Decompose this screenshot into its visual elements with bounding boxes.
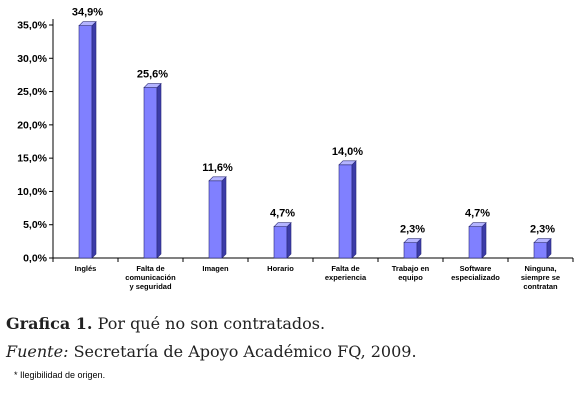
bar-front xyxy=(78,25,93,259)
y-tick-label: 20,0% xyxy=(17,119,47,131)
x-category-label: Horario xyxy=(267,264,294,273)
bar-top xyxy=(338,160,357,166)
bar-top xyxy=(208,176,227,182)
bar-side xyxy=(286,221,292,259)
x-category-label: Ninguna, siempre se contratan xyxy=(521,264,560,291)
bar-chart: 0,0% 5,0% 10,0% 15,0% 20,0% 25,0% 30,0% 35,0% 3… xyxy=(17,7,574,291)
x-category-line: Horario xyxy=(267,264,294,273)
x-category-label: Falta de comunicación y seguridad xyxy=(125,264,176,291)
bar-front xyxy=(403,242,418,259)
bar-front xyxy=(468,226,483,259)
x-category-line: Falta de xyxy=(136,264,164,273)
figure-caption-text: Por qué no son contratados. xyxy=(97,314,326,333)
data-label: 2,3% xyxy=(400,224,425,236)
y-tick-label: 10,0% xyxy=(17,186,47,198)
chart-axes: 0,0% 5,0% 10,0% 15,0% 20,0% 25,0% 30,0% 35,0% xyxy=(17,19,574,265)
y-tick-label: 30,0% xyxy=(17,53,47,65)
bar-top xyxy=(468,222,487,228)
bar-side xyxy=(91,20,97,259)
chart-bars xyxy=(78,20,552,259)
y-tick-label: 35,0% xyxy=(17,20,47,32)
data-label: 2,3% xyxy=(530,224,555,236)
x-category-line: Imagen xyxy=(202,264,229,273)
bar-top xyxy=(273,222,292,228)
data-label: 25,6% xyxy=(137,69,168,81)
x-category-line: comunicación xyxy=(125,273,176,282)
bar-side xyxy=(351,160,357,259)
x-category-line: y seguridad xyxy=(129,282,172,291)
data-label: 14,0% xyxy=(332,146,363,158)
bar xyxy=(273,221,292,259)
bar-front xyxy=(208,180,223,259)
bar xyxy=(143,82,162,259)
x-category-label: Imagen xyxy=(202,264,229,273)
y-tick-label: 15,0% xyxy=(17,153,47,165)
bar xyxy=(78,20,97,259)
figure-caption-label: Grafica 1. xyxy=(6,314,93,333)
x-category-line: Falta de xyxy=(331,264,359,273)
bar xyxy=(533,237,552,259)
bar-top xyxy=(78,21,97,26)
x-category-line: especializado xyxy=(451,273,500,282)
bar xyxy=(468,221,487,259)
bar xyxy=(208,176,227,259)
figure-caption: Grafica 1. Por qué no son contratados. xyxy=(6,314,325,333)
x-category-line: Ninguna, xyxy=(524,264,556,273)
bar-front xyxy=(143,87,158,259)
figure-source: Fuente: Secretaría de Apoyo Académico FQ… xyxy=(6,342,417,361)
bar-top xyxy=(143,83,162,88)
x-category-label: Trabajo en equipo xyxy=(392,264,430,282)
figure-source-text: Secretaría de Apoyo Académico FQ, 2009. xyxy=(73,342,417,361)
data-label: 4,7% xyxy=(465,208,490,220)
x-category-line: Software xyxy=(460,264,492,273)
bar xyxy=(338,160,357,259)
y-tick-label: 25,0% xyxy=(17,86,47,98)
data-label: 34,9% xyxy=(72,7,103,19)
bar-front xyxy=(338,164,353,259)
bar-side xyxy=(221,176,227,259)
data-label: 11,6% xyxy=(202,162,233,174)
y-tick-label: 0,0% xyxy=(23,253,48,265)
x-category-label: Software especializado xyxy=(451,264,500,282)
x-category-label: Falta de experiencia xyxy=(325,264,367,282)
x-category-line: siempre se xyxy=(521,273,560,282)
bar-side xyxy=(156,82,162,259)
bar-front xyxy=(533,242,548,259)
bar-front xyxy=(273,226,288,259)
x-category-line: equipo xyxy=(398,273,423,282)
figure-source-label: Fuente: xyxy=(6,342,69,361)
x-category-line: contratan xyxy=(523,282,558,291)
y-tick-label: 5,0% xyxy=(23,219,48,231)
bar-side xyxy=(481,221,487,259)
footnote: * Ilegibilidad de origen. xyxy=(14,370,106,380)
bar-top xyxy=(403,238,422,243)
x-category-line: Trabajo en xyxy=(392,264,430,273)
bar xyxy=(403,237,422,259)
x-category-line: Inglés xyxy=(75,264,97,273)
x-category-label: Inglés xyxy=(75,264,97,273)
data-label: 4,7% xyxy=(270,208,295,220)
bar-top xyxy=(533,238,552,243)
x-category-line: experiencia xyxy=(325,273,367,282)
